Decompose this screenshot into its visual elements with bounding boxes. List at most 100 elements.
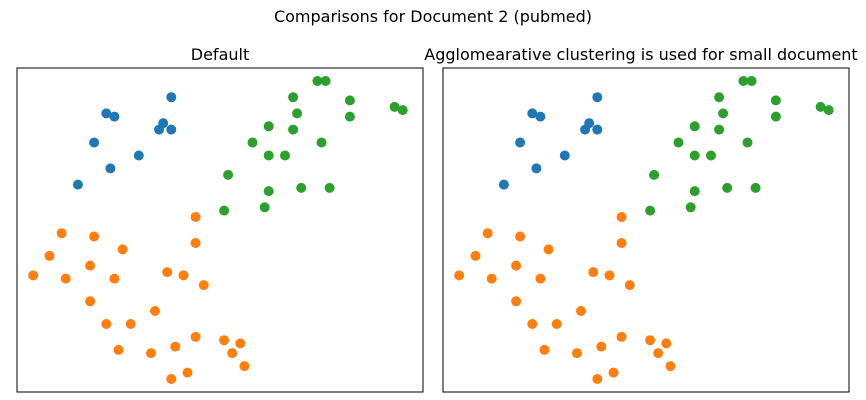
scatter-point-c1-2 [515, 231, 526, 242]
scatter-point-c1-4 [616, 238, 627, 248]
scatter-point-c1-13 [85, 296, 96, 307]
scatter-point-c2-3 [770, 95, 781, 106]
scatter-point-c1-22 [170, 341, 181, 352]
scatter-point-c1-14 [576, 306, 586, 316]
scatter-point-c1-16 [551, 319, 562, 329]
scatter-point-c1-8 [486, 273, 497, 284]
scatter-point-c1-18 [219, 335, 230, 346]
subplot-title-agglomerative: Agglomearative clustering is used for sm… [424, 45, 857, 64]
scatter-point-c0-9 [498, 179, 509, 190]
scatter-point-c1-6 [85, 260, 96, 271]
scatter-point-c2-4 [389, 101, 400, 112]
scatter-point-c2-5 [823, 105, 834, 116]
scatter-point-c0-5 [592, 124, 603, 135]
scatter-point-c2-19 [645, 205, 656, 216]
scatter-point-c0-3 [592, 92, 603, 103]
scatter-point-c1-2 [89, 231, 100, 242]
scatter-point-c1-20 [539, 344, 550, 355]
subplot-default: Default [16, 45, 424, 393]
scatter-point-c2-8 [263, 121, 274, 132]
scatter-point-c0-6 [515, 137, 526, 148]
figure-title: Comparisons for Document 2 (pubmed) [274, 7, 592, 26]
scatter-point-c2-0 [738, 76, 749, 86]
scatter-point-c1-17 [190, 331, 201, 342]
scatter-point-c0-1 [535, 111, 546, 122]
scatter-point-c2-17 [750, 182, 761, 193]
scatter-point-c1-4 [190, 238, 201, 248]
scatter-point-c2-0 [312, 76, 323, 86]
scatter-point-c1-12 [624, 280, 635, 291]
scatter-point-c2-13 [649, 169, 660, 180]
scatter-point-c2-14 [263, 150, 274, 161]
scatter-point-c1-6 [511, 260, 522, 271]
scatter-point-c1-23 [227, 348, 238, 359]
scatter-point-c1-11 [604, 270, 615, 281]
scatter-point-c0-7 [133, 150, 144, 161]
scatter-points-default [28, 76, 408, 384]
scatter-point-c1-3 [117, 244, 128, 255]
scatter-point-c1-26 [608, 367, 619, 378]
scatter-point-c2-11 [742, 137, 753, 148]
scatter-point-c1-19 [661, 338, 672, 349]
scatter-point-c1-7 [454, 270, 465, 281]
scatter-point-c1-23 [653, 348, 664, 359]
scatter-point-c1-25 [166, 374, 177, 384]
scatter-point-c2-3 [344, 95, 355, 106]
scatter-point-c2-12 [280, 150, 290, 161]
scatter-point-c0-4 [158, 118, 169, 129]
scatter-point-c0-9 [72, 179, 83, 190]
scatter-point-c1-19 [235, 338, 246, 349]
scatter-point-c1-1 [56, 228, 67, 239]
scatter-point-c1-18 [645, 335, 656, 346]
scatter-point-c1-17 [616, 331, 627, 342]
scatter-point-c2-2 [714, 92, 725, 103]
scatter-point-c2-16 [263, 186, 274, 197]
scatter-points-agglomerative [454, 76, 834, 384]
scatter-point-c2-15 [722, 182, 733, 193]
plot-frame-default [16, 67, 424, 393]
scatter-point-c2-1 [746, 76, 757, 86]
scatter-point-c1-1 [482, 228, 493, 239]
scatter-point-c0-0 [101, 108, 112, 119]
scatter-point-c1-11 [178, 270, 189, 281]
scatter-point-c0-8 [531, 163, 542, 174]
scatter-point-c1-10 [588, 267, 599, 278]
scatter-point-c2-18 [685, 202, 696, 213]
scatter-point-c1-9 [109, 273, 120, 284]
scatter-point-c1-20 [113, 344, 124, 355]
scatter-point-c1-12 [198, 280, 209, 291]
scatter-point-c2-18 [259, 202, 270, 213]
scatter-point-c2-11 [316, 137, 327, 148]
scatter-point-c1-5 [44, 250, 55, 261]
scatter-point-c2-9 [288, 124, 299, 135]
scatter-point-c2-6 [718, 108, 729, 119]
scatter-point-c1-8 [60, 273, 71, 284]
scatter-point-c2-10 [673, 137, 684, 148]
scatter-point-c1-21 [572, 348, 582, 359]
plot-frame-agglomerative [442, 67, 850, 393]
scatter-point-c1-5 [470, 250, 481, 261]
scatter-point-c1-3 [543, 244, 554, 255]
scatter-point-c1-10 [162, 267, 173, 278]
scatter-point-c2-6 [292, 108, 303, 119]
scatter-point-c2-13 [223, 169, 234, 180]
scatter-point-c0-7 [559, 150, 570, 161]
scatter-point-c1-7 [28, 270, 39, 281]
scatter-point-c2-19 [219, 205, 230, 216]
scatter-point-c1-22 [596, 341, 607, 352]
scatter-point-c0-6 [89, 137, 100, 148]
scatter-point-c1-0 [190, 212, 201, 222]
scatter-point-c2-10 [247, 137, 258, 148]
scatter-point-c2-15 [296, 182, 307, 193]
scatter-point-c2-7 [770, 111, 781, 122]
scatter-point-c0-4 [584, 118, 595, 129]
scatter-point-c0-1 [109, 111, 120, 122]
scatter-point-c0-5 [166, 124, 177, 135]
scatter-point-c1-15 [101, 319, 112, 329]
scatter-point-c2-8 [689, 121, 700, 132]
scatter-point-c2-14 [689, 150, 700, 161]
subplot-title-default: Default [191, 45, 249, 64]
scatter-point-c2-9 [714, 124, 725, 135]
scatter-point-c1-25 [592, 374, 603, 384]
